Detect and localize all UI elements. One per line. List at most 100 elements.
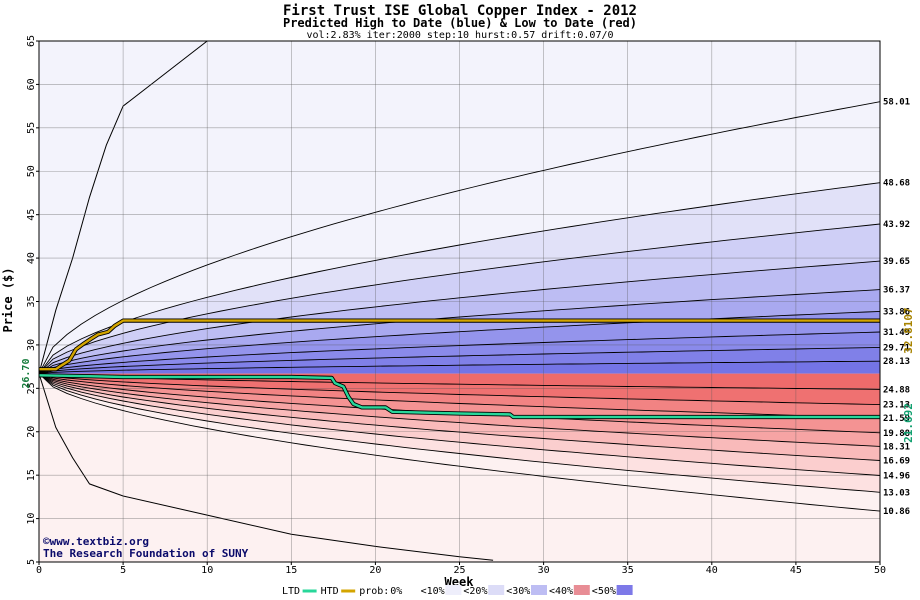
x-tick-label: 15 (285, 565, 297, 576)
legend-prob-label: <40% (549, 586, 573, 597)
band-boundary-line (38, 373, 881, 447)
high-band (39, 182, 880, 374)
right-level-label: 29.71 (883, 343, 910, 353)
band-boundary-line (38, 331, 881, 375)
x-tick-label: 25 (453, 565, 465, 576)
grid (38, 40, 881, 563)
right-level-label: 19.88 (883, 429, 910, 439)
band-boundary-line (38, 373, 881, 406)
title-block: First Trust ISE Global Copper Index - 20… (283, 3, 637, 41)
legend-prob-label: <20% (463, 586, 487, 597)
right-level-label: 21.59 (883, 414, 910, 424)
y-tick-label: 40 (26, 252, 37, 264)
band-boundary-line (38, 373, 881, 476)
x-tick-label: 30 (538, 565, 550, 576)
right-level-label: 13.03 (883, 488, 910, 498)
legend: LTD HTD prob: 0% <10% <20% <30% <40% <50% (282, 585, 633, 597)
right-level-label: 39.65 (883, 257, 910, 267)
band-boundary-line (38, 346, 881, 375)
legend-label-ltd: LTD (282, 586, 300, 597)
band-boundary-line (38, 310, 881, 375)
legend-prob-swatch (616, 585, 633, 595)
right-level-label: 18.31 (883, 442, 910, 452)
right-level-label: 28.13 (883, 357, 910, 367)
band-boundary-line (38, 373, 881, 512)
right-level-label: 58.01 (883, 98, 910, 108)
y-tick-label: 10 (26, 513, 37, 525)
legend-prob-label: <10% (421, 586, 445, 597)
x-tick-label: 20 (369, 565, 381, 576)
band-boundary-line (38, 373, 881, 493)
labels: 58.01 48.68 43.92 39.65 36.37 33.86 31.49 29.71… (21, 98, 915, 517)
right-level-label: 31.49 (883, 328, 910, 338)
legend-prob-prefix: prob: (359, 586, 389, 597)
right-level-label: 14.96 (883, 472, 910, 482)
low-band (39, 373, 880, 447)
x-tick-label: 35 (622, 565, 634, 576)
right-level-label: 33.86 (883, 307, 910, 317)
start-price-label: 26.70 (21, 359, 32, 389)
x-tick-label: 5 (120, 565, 126, 576)
outer-envelope (38, 40, 494, 561)
y-axis-label: Price ($) (1, 267, 15, 332)
low-band (39, 373, 880, 512)
y-tick-label: 30 (26, 339, 37, 351)
y-tick-label: 65 (26, 35, 37, 47)
y-tick-label: 45 (26, 209, 37, 221)
x-tick-label: 45 (790, 565, 802, 576)
chart-subtitle: Predicted High to Date (blue) & Low to D… (283, 16, 637, 30)
series-line-ltd (38, 374, 880, 419)
x-tick-label: 0 (36, 565, 42, 576)
right-level-label: 36.37 (883, 286, 910, 296)
x-tick-label: 10 (201, 565, 213, 576)
band-boundary-lines (38, 101, 881, 512)
series-line-htd (39, 319, 880, 371)
band-boundary-line (38, 373, 881, 390)
y-tick-label: 60 (26, 78, 37, 90)
y-tick-label: 25 (26, 382, 37, 394)
series-lines (38, 318, 880, 420)
chart-params: vol:2.83% iter:2000 step:10 hurst:0.57 d… (306, 30, 613, 41)
high-band (39, 261, 880, 374)
y-tick-label: 5 (26, 559, 37, 565)
legend-prob-label: <30% (506, 586, 530, 597)
right-level-label: 16.69 (883, 456, 910, 466)
legend-prob-swatch (488, 585, 505, 595)
legend-prob-swatch (531, 585, 547, 595)
outer-low-envelope (38, 373, 494, 561)
y-tick-label: 20 (26, 426, 37, 438)
x-tick-label: 50 (874, 565, 886, 576)
credit-organization: The Research Foundation of SUNY (43, 547, 249, 560)
band-boundary-line (38, 360, 881, 375)
right-level-label: 10.86 (883, 507, 910, 517)
credits: ©www.textbiz.org The Research Foundation… (43, 535, 249, 560)
legend-prob-label: 0% (390, 586, 402, 597)
chart-title: First Trust ISE Global Copper Index - 20… (283, 3, 637, 19)
right-level-label: 24.88 (883, 385, 910, 395)
band-boundary-line (38, 260, 881, 374)
band-boundary-line (38, 289, 881, 374)
axes: 0 5 10 15 20 25 30 35 40 45 5051015202530354045505… (26, 35, 886, 576)
right-level-label: 48.68 (883, 179, 910, 189)
y-tick-label: 50 (26, 165, 37, 177)
right-level-label: 23.13 (883, 401, 910, 411)
legend-label-htd: HTD (321, 586, 339, 597)
y-tick-label: 15 (26, 469, 37, 481)
credit-website: ©www.textbiz.org (43, 535, 149, 548)
htd-end-label: 32.8107 (902, 307, 915, 353)
band-boundary-line (38, 373, 881, 419)
legend-prob-swatch (402, 585, 419, 595)
high-band (39, 224, 880, 374)
outer-high-envelope (38, 40, 208, 374)
low-band (39, 373, 880, 493)
x-tick-label: 40 (706, 565, 718, 576)
ltd-end-label: 21.692 (902, 403, 915, 443)
band-boundary-line (38, 182, 881, 374)
y-tick-label: 55 (26, 122, 37, 134)
legend-prob-swatch (445, 585, 462, 595)
legend-prob-label: <50% (592, 586, 616, 597)
y-tick-label: 35 (26, 295, 37, 307)
legend-prob-swatch (573, 585, 590, 595)
band-boundary-line (38, 101, 881, 374)
